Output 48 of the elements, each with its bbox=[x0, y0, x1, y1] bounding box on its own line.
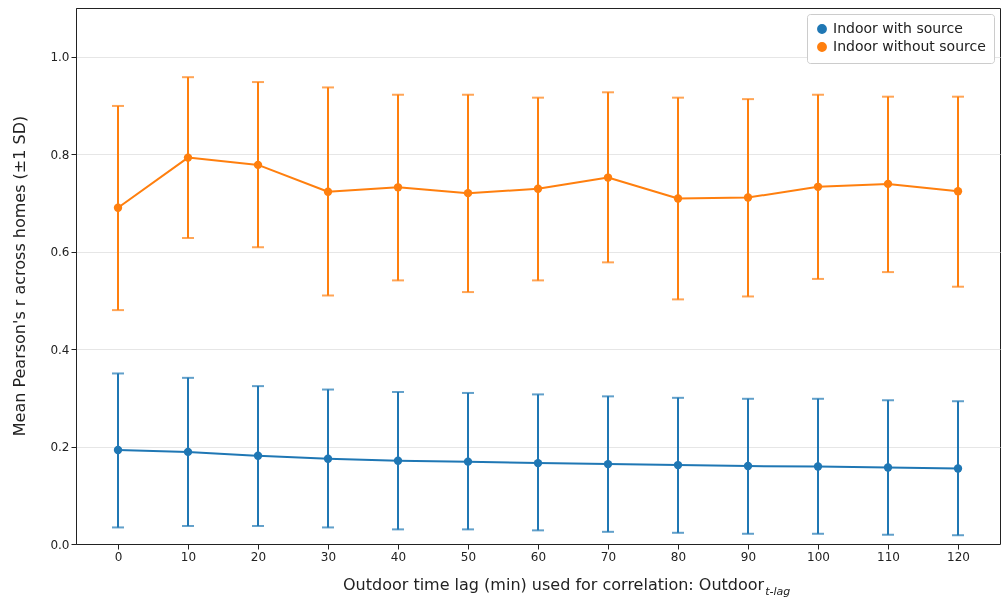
point bbox=[603, 459, 613, 469]
x-tick-label: 80 bbox=[670, 549, 687, 564]
x-tick-label: 90 bbox=[740, 549, 757, 564]
point bbox=[393, 456, 403, 465]
legend-label: Indoor without source bbox=[833, 38, 986, 54]
point bbox=[603, 173, 613, 182]
point bbox=[883, 179, 893, 189]
x-tick-label: 50 bbox=[460, 549, 477, 564]
x-tick-label: 0 bbox=[114, 549, 123, 564]
point bbox=[323, 454, 333, 463]
point bbox=[813, 462, 823, 471]
point bbox=[743, 193, 753, 202]
point bbox=[533, 184, 543, 193]
point bbox=[463, 188, 473, 198]
point bbox=[673, 194, 683, 203]
point bbox=[183, 153, 193, 162]
point bbox=[113, 203, 123, 212]
point bbox=[883, 463, 893, 472]
y-tick-label: 0.8 bbox=[50, 147, 70, 162]
x-tick-label: 100 bbox=[807, 549, 830, 564]
x-tick-label: 110 bbox=[877, 549, 900, 564]
x-tick-label: 40 bbox=[390, 549, 407, 564]
x-tick-label: 10 bbox=[180, 549, 197, 564]
point bbox=[253, 160, 263, 170]
y-tick-label: 0.4 bbox=[50, 342, 70, 357]
x-tick-label: 70 bbox=[600, 549, 617, 564]
point bbox=[673, 460, 683, 470]
y-axis-title: Mean Pearson's r across homes (±1 SD) bbox=[10, 115, 29, 437]
point bbox=[533, 458, 543, 468]
point bbox=[953, 464, 963, 473]
point bbox=[113, 445, 123, 455]
point bbox=[743, 461, 753, 471]
x-tick-label: 20 bbox=[250, 549, 267, 564]
y-tick-label: 1.0 bbox=[50, 50, 70, 65]
y-tick-label: 0.2 bbox=[50, 440, 70, 455]
point bbox=[813, 182, 823, 191]
point bbox=[253, 451, 263, 460]
point bbox=[463, 457, 473, 466]
x-tick-label: 30 bbox=[320, 549, 337, 564]
x-tick-label: 120 bbox=[947, 549, 970, 564]
y-tick-label: 0.6 bbox=[50, 245, 70, 260]
point bbox=[393, 183, 403, 192]
point bbox=[323, 187, 333, 196]
point bbox=[953, 187, 963, 196]
y-tick-label: 0.0 bbox=[50, 537, 70, 552]
point bbox=[183, 447, 193, 457]
legend-label: Indoor with source bbox=[833, 20, 963, 36]
x-tick-label: 60 bbox=[530, 549, 547, 564]
